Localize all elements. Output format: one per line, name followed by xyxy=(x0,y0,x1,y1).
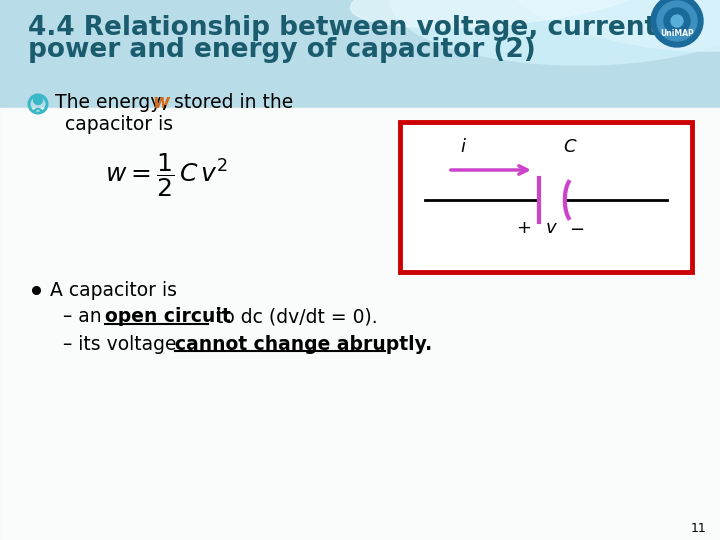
Text: $C$: $C$ xyxy=(562,138,577,156)
Bar xyxy=(0,108,720,540)
Circle shape xyxy=(664,8,690,34)
Text: $w = \dfrac{1}{2}\,C\,v^2$: $w = \dfrac{1}{2}\,C\,v^2$ xyxy=(105,151,228,199)
Text: $-$: $-$ xyxy=(570,219,585,237)
Text: The energy,: The energy, xyxy=(55,93,174,112)
Bar xyxy=(0,108,720,540)
Bar xyxy=(400,122,692,272)
Text: – an: – an xyxy=(63,307,107,327)
Text: , stored in the: , stored in the xyxy=(162,93,293,112)
Ellipse shape xyxy=(351,0,649,28)
Text: w: w xyxy=(152,93,169,112)
Bar xyxy=(0,0,720,108)
Text: 11: 11 xyxy=(690,522,706,535)
Text: UniMAP: UniMAP xyxy=(660,30,694,38)
Text: capacitor is: capacitor is xyxy=(65,116,173,134)
Text: $v$: $v$ xyxy=(546,219,558,237)
Text: to dc (dv/dt = 0).: to dc (dv/dt = 0). xyxy=(210,307,377,327)
Text: $+$: $+$ xyxy=(516,219,531,237)
Ellipse shape xyxy=(390,0,720,65)
Circle shape xyxy=(34,96,42,105)
Ellipse shape xyxy=(512,0,720,51)
Text: power and energy of capacitor (2): power and energy of capacitor (2) xyxy=(28,37,536,63)
Circle shape xyxy=(411,193,425,207)
Text: $i$: $i$ xyxy=(459,138,467,156)
Text: cannot change abruptly.: cannot change abruptly. xyxy=(175,334,432,354)
Text: open circuit: open circuit xyxy=(105,307,230,327)
Text: A capacitor is: A capacitor is xyxy=(50,280,177,300)
Text: 4.4 Relationship between voltage, current,: 4.4 Relationship between voltage, curren… xyxy=(28,15,667,41)
Text: – its voltage: – its voltage xyxy=(63,334,182,354)
Circle shape xyxy=(657,1,697,41)
Circle shape xyxy=(651,0,703,47)
Circle shape xyxy=(667,193,681,207)
Circle shape xyxy=(671,15,683,27)
